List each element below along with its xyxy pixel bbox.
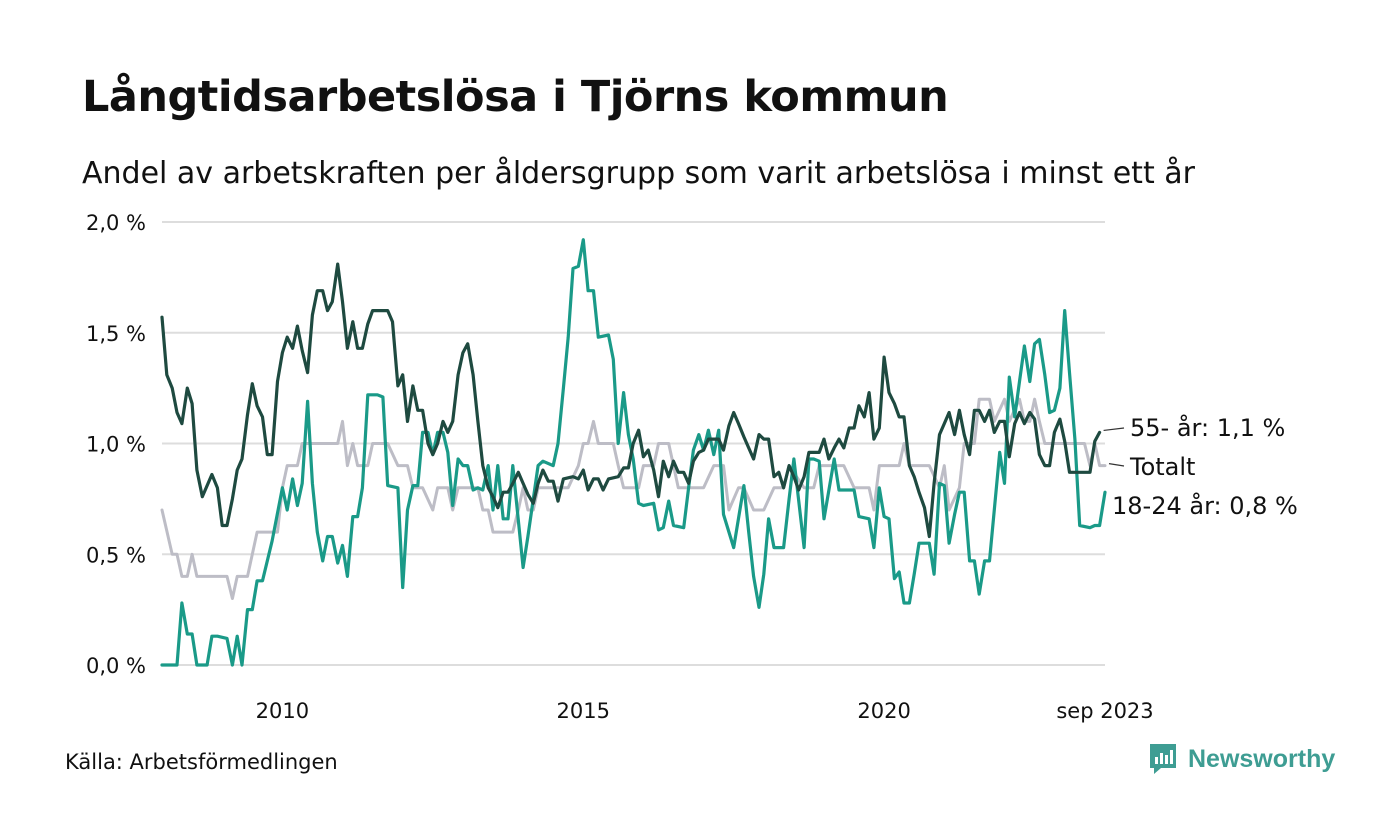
end-label-s1824: 18-24 år: 0,8 % bbox=[1112, 491, 1298, 520]
series-line-totalt bbox=[160, 397, 1107, 600]
end-label-s55: 55- år: 1,1 % bbox=[1130, 413, 1285, 442]
end-label-leader bbox=[1108, 463, 1125, 467]
y-tick-label: 2,0 % bbox=[86, 211, 146, 235]
chart-title: Långtidsarbetslösa i Tjörns kommun bbox=[82, 72, 949, 122]
series-line-s55 bbox=[160, 262, 1102, 539]
end-label-leader bbox=[1103, 427, 1125, 432]
x-tick-label: 2020 bbox=[857, 699, 910, 723]
y-tick-label: 0,0 % bbox=[86, 654, 146, 678]
source-note: Källa: Arbetsförmedlingen bbox=[65, 750, 338, 774]
x-tick-label: 2015 bbox=[557, 699, 610, 723]
y-tick-label: 1,0 % bbox=[86, 433, 146, 457]
end-label-totalt: Totalt bbox=[1129, 453, 1195, 481]
x-axis-ticks: 2010 2015 2020 sep 2023 bbox=[256, 699, 1154, 723]
y-tick-label: 0,5 % bbox=[86, 543, 146, 567]
brand-name: Newsworthy bbox=[1188, 744, 1336, 773]
brand[interactable]: Newsworthy bbox=[1148, 742, 1335, 776]
series-end-labels: Totalt 18-24 år: 0,8 % 55- år: 1,1 % bbox=[1103, 413, 1298, 520]
x-tick-label: 2010 bbox=[256, 699, 309, 723]
newsworthy-logo-icon bbox=[1150, 744, 1176, 774]
y-axis-ticks: 0,0 % 0,5 % 1,0 % 1,5 % 2,0 % bbox=[86, 211, 146, 678]
series-line-s1824 bbox=[160, 238, 1107, 667]
chart-subtitle: Andel av arbetskraften per åldersgrupp s… bbox=[82, 156, 1195, 191]
series-lines bbox=[160, 238, 1107, 667]
y-tick-label: 1,5 % bbox=[86, 322, 146, 346]
x-tick-label: sep 2023 bbox=[1056, 699, 1153, 723]
